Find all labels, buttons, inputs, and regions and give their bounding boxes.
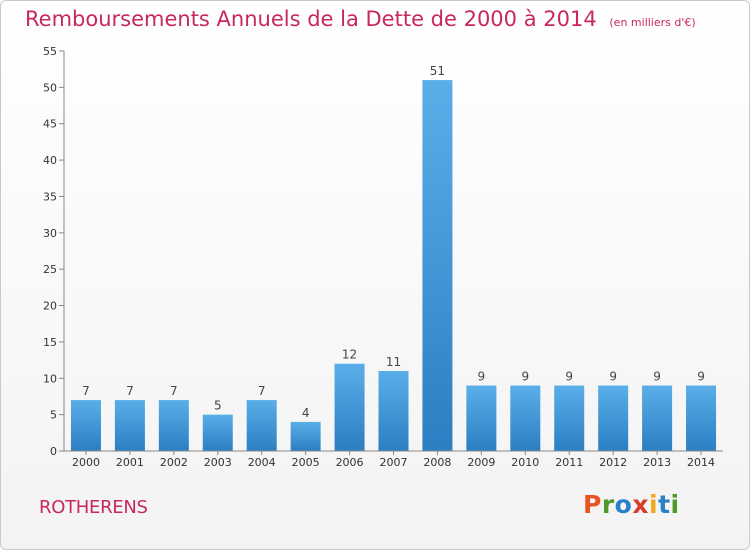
logo-letter: o — [614, 490, 633, 519]
bar-value-label: 9 — [653, 370, 661, 384]
chart-title: Remboursements Annuels de la Dette de 20… — [25, 7, 696, 31]
bar-value-label: 9 — [697, 370, 705, 384]
bar-value-label: 7 — [82, 384, 90, 398]
y-tick-label: 30 — [43, 227, 57, 240]
x-tick-label: 2009 — [467, 456, 495, 469]
y-tick-label: 20 — [43, 300, 57, 313]
logo-letter: r — [601, 490, 615, 519]
y-tick-label: 5 — [50, 409, 57, 422]
x-tick-label: 2001 — [116, 456, 144, 469]
bar — [158, 400, 189, 451]
bar — [422, 80, 453, 451]
y-tick-label: 35 — [43, 190, 57, 203]
x-tick-label: 2006 — [336, 456, 364, 469]
x-tick-label: 2008 — [423, 456, 451, 469]
x-axis: 2000 2001 2002 2003 2004 2005 2006 2007 2008 2009… — [64, 450, 723, 469]
x-tick-label: 2012 — [599, 456, 627, 469]
chart-subtitle: (en milliers d'€) — [609, 16, 696, 29]
bar — [466, 385, 497, 451]
bar-value-label: 5 — [214, 399, 222, 413]
bar — [70, 400, 101, 451]
x-tick-label: 2004 — [248, 456, 276, 469]
x-tick-label: 2003 — [204, 456, 232, 469]
bar-value-label: 9 — [478, 370, 486, 384]
y-tick-label: 10 — [43, 372, 57, 385]
bar — [642, 385, 673, 451]
y-tick-label: 25 — [43, 263, 57, 276]
proxiti-logo[interactable]: Proxiti — [583, 490, 680, 519]
bar — [334, 363, 365, 451]
y-tick-label: 45 — [43, 118, 57, 131]
bar — [114, 400, 145, 451]
y-tick-label: 40 — [43, 154, 57, 167]
bar-value-label: 9 — [521, 370, 529, 384]
y-tick-label: 15 — [43, 336, 57, 349]
bar-value-label: 9 — [609, 370, 617, 384]
bar-value-label: 11 — [386, 355, 401, 369]
logo-letter: i — [670, 490, 680, 519]
x-tick-label: 2005 — [292, 456, 320, 469]
bar-value-label: 51 — [430, 64, 445, 78]
x-tick-label: 2002 — [160, 456, 188, 469]
logo-letter: i — [649, 490, 659, 519]
y-axis: 0 5 10 15 20 25 30 35 40 45 50 55 — [43, 45, 65, 458]
bar-value-label: 7 — [126, 384, 134, 398]
y-tick-label: 50 — [43, 81, 57, 94]
y-tick-label: 0 — [50, 445, 57, 458]
y-tick-label: 55 — [43, 45, 57, 58]
bars: 7 7 7 5 7 4 12 11 51 9 9 9 9 9 9 — [70, 64, 717, 451]
bar — [378, 371, 409, 451]
bar — [202, 414, 233, 451]
bar — [246, 400, 277, 451]
logo-letter: t — [658, 490, 671, 519]
bar-value-label: 7 — [170, 384, 178, 398]
x-tick-label: 2014 — [687, 456, 715, 469]
city-name: ROTHERENS — [39, 497, 148, 518]
x-tick-label: 2007 — [380, 456, 408, 469]
x-tick-label: 2011 — [555, 456, 583, 469]
x-tick-label: 2013 — [643, 456, 671, 469]
bar-value-label: 12 — [342, 348, 357, 362]
bar-value-label: 9 — [565, 370, 573, 384]
logo-letter: x — [632, 490, 649, 519]
chart-title-text: Remboursements Annuels de la Dette de 20… — [25, 7, 597, 31]
bar — [510, 385, 541, 451]
bar — [554, 385, 585, 451]
bar — [686, 385, 717, 451]
bar-value-label: 4 — [302, 406, 310, 420]
logo-letter: P — [583, 490, 602, 519]
x-tick-label: 2010 — [511, 456, 539, 469]
bar — [598, 385, 629, 451]
bar-value-label: 7 — [258, 384, 266, 398]
x-tick-label: 2000 — [72, 456, 100, 469]
bar — [290, 421, 321, 451]
